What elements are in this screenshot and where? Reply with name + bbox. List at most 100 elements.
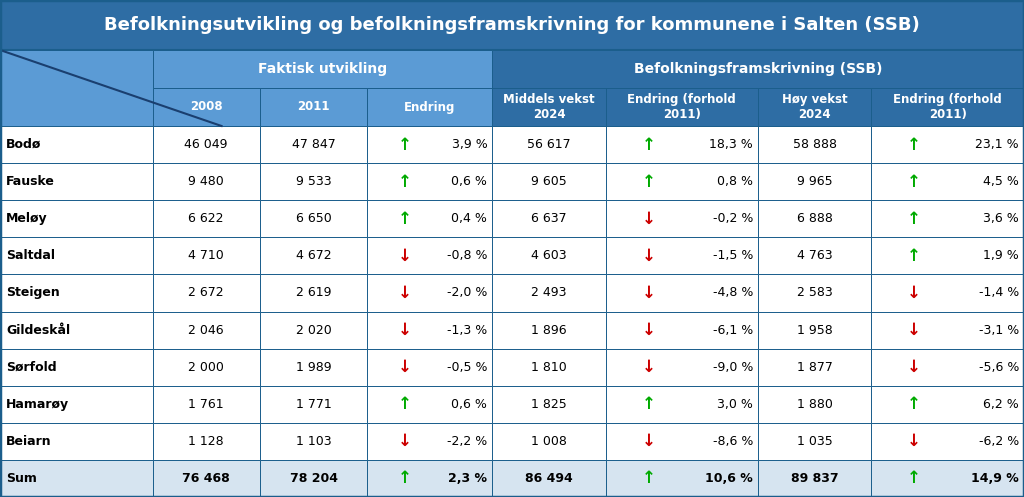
Text: 0,6 %: 0,6 % xyxy=(452,398,487,411)
Text: 2008: 2008 xyxy=(189,100,222,113)
Bar xyxy=(153,460,260,497)
Text: ↓: ↓ xyxy=(907,432,921,450)
Bar xyxy=(0,274,153,312)
Bar xyxy=(260,237,368,274)
Text: Faktisk utvikling: Faktisk utvikling xyxy=(258,62,387,76)
Text: 9 480: 9 480 xyxy=(188,175,224,188)
Bar xyxy=(493,386,605,423)
Bar xyxy=(260,274,368,312)
Bar xyxy=(871,348,1024,386)
Text: -6,2 %: -6,2 % xyxy=(979,435,1019,448)
Text: ↓: ↓ xyxy=(907,358,921,376)
Text: 2 619: 2 619 xyxy=(296,286,332,300)
Text: 2 046: 2 046 xyxy=(188,324,224,336)
Bar xyxy=(493,50,1024,88)
Bar xyxy=(368,163,493,200)
Text: 56 617: 56 617 xyxy=(527,138,570,151)
Bar xyxy=(605,237,758,274)
Bar xyxy=(605,423,758,460)
Text: 6 637: 6 637 xyxy=(531,212,566,225)
Text: ↓: ↓ xyxy=(907,284,921,302)
Text: 0,8 %: 0,8 % xyxy=(717,175,754,188)
Text: 89 837: 89 837 xyxy=(791,472,839,485)
Text: Meløy: Meløy xyxy=(6,212,48,225)
Text: 18,3 %: 18,3 % xyxy=(710,138,754,151)
Bar xyxy=(605,274,758,312)
Text: 1 008: 1 008 xyxy=(531,435,567,448)
Bar xyxy=(758,126,871,163)
Bar xyxy=(260,88,368,126)
Text: ↑: ↑ xyxy=(907,210,921,228)
Text: ↓: ↓ xyxy=(907,321,921,339)
Text: -6,1 %: -6,1 % xyxy=(713,324,754,336)
Text: 6,2 %: 6,2 % xyxy=(983,398,1019,411)
Bar xyxy=(605,88,758,126)
Bar xyxy=(153,88,260,126)
Text: ↓: ↓ xyxy=(397,247,412,265)
Bar xyxy=(871,126,1024,163)
Bar xyxy=(493,348,605,386)
Bar xyxy=(758,88,871,126)
Bar xyxy=(605,348,758,386)
Text: 6 650: 6 650 xyxy=(296,212,332,225)
Text: 1 896: 1 896 xyxy=(531,324,566,336)
Text: 1 810: 1 810 xyxy=(531,361,567,374)
Text: -0,5 %: -0,5 % xyxy=(446,361,487,374)
Text: 2 672: 2 672 xyxy=(188,286,224,300)
Bar xyxy=(0,237,153,274)
Bar xyxy=(758,386,871,423)
Text: ↑: ↑ xyxy=(907,136,921,154)
Bar xyxy=(368,348,493,386)
Bar xyxy=(0,163,153,200)
Bar xyxy=(368,312,493,348)
Text: -4,8 %: -4,8 % xyxy=(713,286,754,300)
Text: Steigen: Steigen xyxy=(6,286,59,300)
Text: -1,4 %: -1,4 % xyxy=(979,286,1019,300)
Bar xyxy=(368,460,493,497)
Bar xyxy=(368,237,493,274)
Text: ↑: ↑ xyxy=(397,470,412,488)
Bar xyxy=(605,163,758,200)
Text: -1,5 %: -1,5 % xyxy=(713,249,754,262)
Bar xyxy=(871,423,1024,460)
Text: -8,6 %: -8,6 % xyxy=(713,435,754,448)
Text: 9 605: 9 605 xyxy=(531,175,567,188)
Text: Endring: Endring xyxy=(404,100,456,113)
Text: Sørfold: Sørfold xyxy=(6,361,56,374)
Bar xyxy=(871,163,1024,200)
Text: ↑: ↑ xyxy=(397,395,412,413)
Text: Sum: Sum xyxy=(6,472,37,485)
Bar xyxy=(605,386,758,423)
Bar xyxy=(605,126,758,163)
Text: ↑: ↑ xyxy=(641,395,655,413)
Bar xyxy=(758,348,871,386)
Bar xyxy=(260,163,368,200)
Text: 47 847: 47 847 xyxy=(292,138,336,151)
Bar xyxy=(153,200,260,237)
Bar xyxy=(0,0,1024,50)
Text: -0,8 %: -0,8 % xyxy=(446,249,487,262)
Text: ↓: ↓ xyxy=(641,284,655,302)
Text: Befolkningsutvikling og befolkningsframskrivning for kommunene i Salten (SSB): Befolkningsutvikling og befolkningsframs… xyxy=(104,16,920,34)
Text: ↓: ↓ xyxy=(641,432,655,450)
Text: 4 710: 4 710 xyxy=(188,249,224,262)
Text: Beiarn: Beiarn xyxy=(6,435,51,448)
Bar xyxy=(260,312,368,348)
Text: 14,9 %: 14,9 % xyxy=(971,472,1019,485)
Text: Befolkningsframskrivning (SSB): Befolkningsframskrivning (SSB) xyxy=(634,62,883,76)
Bar xyxy=(368,386,493,423)
Bar xyxy=(493,163,605,200)
Bar xyxy=(368,126,493,163)
Text: 2 020: 2 020 xyxy=(296,324,332,336)
Text: 6 888: 6 888 xyxy=(797,212,833,225)
Text: ↓: ↓ xyxy=(397,284,412,302)
Bar xyxy=(260,200,368,237)
Bar xyxy=(493,460,605,497)
Bar xyxy=(0,50,493,126)
Bar xyxy=(758,163,871,200)
Text: ↓: ↓ xyxy=(641,321,655,339)
Text: Endring (forhold
2011): Endring (forhold 2011) xyxy=(893,93,1002,121)
Bar xyxy=(153,50,493,88)
Bar xyxy=(758,200,871,237)
Text: ↓: ↓ xyxy=(641,358,655,376)
